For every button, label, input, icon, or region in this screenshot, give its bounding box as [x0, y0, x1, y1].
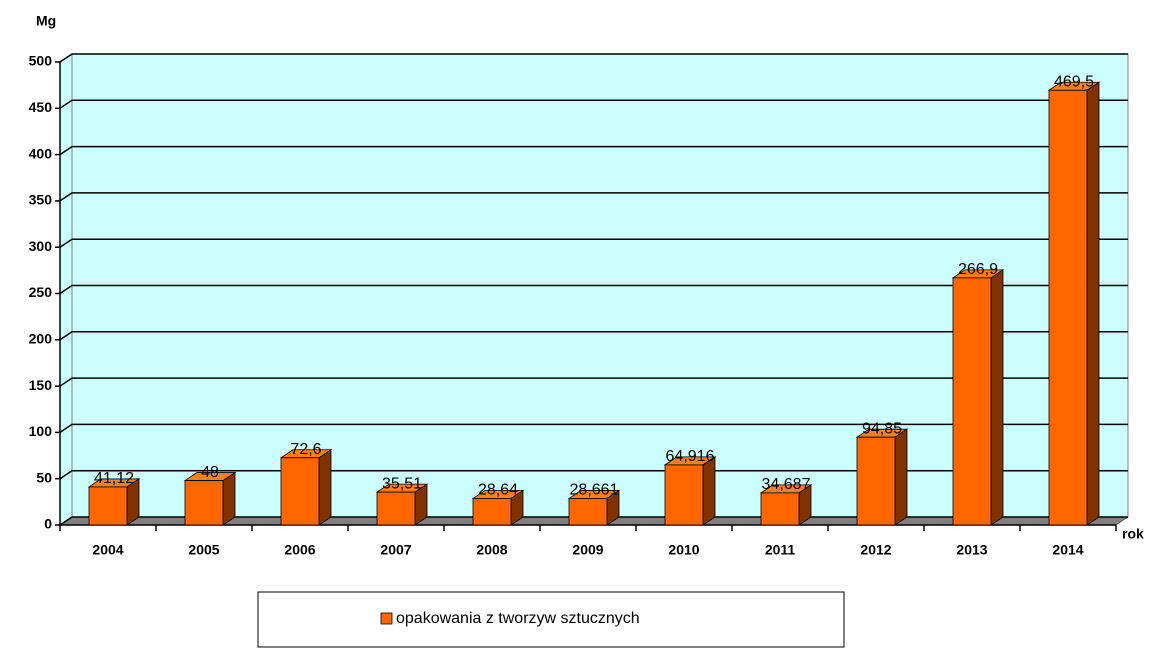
data-label: 34,687: [762, 476, 811, 493]
x-tick-label: 2007: [380, 542, 411, 558]
bar-front: [184, 480, 224, 526]
grid-line: [59, 145, 1128, 156]
data-label: 48: [201, 464, 219, 481]
y-tick-label: 350: [29, 192, 53, 208]
grid-line: [59, 192, 1128, 202]
y-tick-label: 150: [29, 377, 53, 393]
grid-line: [59, 238, 1128, 248]
bar-side: [222, 471, 236, 526]
grid-line: [59, 331, 1128, 341]
grid-line: [59, 284, 1128, 295]
data-label: 266,9: [958, 261, 998, 278]
bar: [87, 478, 141, 526]
x-tick-label: 2005: [188, 542, 219, 558]
data-label: 469,5: [1054, 73, 1094, 90]
bar-front: [88, 486, 128, 526]
y-tick-label: 100: [29, 423, 53, 439]
x-tick-label: 2009: [572, 542, 603, 558]
y-tick-label: 500: [29, 53, 53, 69]
legend-label: opakowania z tworzyw sztucznych: [396, 610, 640, 627]
legend-box: [257, 591, 845, 648]
grid-line: [59, 99, 1128, 109]
bar-front: [280, 457, 320, 526]
data-label: 94,85: [862, 420, 902, 437]
x-tick-label: 2008: [476, 542, 507, 558]
x-tick-label: 2013: [956, 542, 987, 558]
y-tick-label: 50: [36, 469, 52, 485]
data-label: 72,6: [290, 441, 321, 458]
bar-front: [1048, 89, 1088, 526]
y-tick-label: 200: [29, 331, 53, 347]
data-label: 28,64: [478, 482, 518, 499]
data-label: 41,12: [94, 470, 134, 487]
x-tick-label: 2006: [284, 542, 315, 558]
bar-side: [894, 428, 908, 526]
grid-line: [59, 469, 1128, 480]
bar-front: [472, 498, 512, 526]
x-axis-title: rok: [1122, 526, 1144, 542]
legend-swatch: [380, 612, 393, 625]
x-tick-label: 2010: [668, 542, 699, 558]
x-tick-label: 2012: [860, 542, 891, 558]
data-label: 35,51: [382, 475, 422, 492]
bar-front: [376, 491, 416, 526]
y-tick-label: 0: [44, 516, 52, 532]
bar-front: [760, 492, 800, 526]
data-label: 64,916: [666, 448, 715, 465]
grid-line: [59, 53, 1128, 63]
data-label: 28,661: [570, 482, 619, 499]
x-tick-label: 2004: [92, 542, 123, 558]
x-tick-label: 2014: [1052, 542, 1083, 558]
bar-side: [318, 449, 332, 526]
bar-front: [952, 277, 992, 526]
bar: [183, 471, 237, 526]
bar-side: [1086, 81, 1100, 526]
y-tick-label: 300: [29, 238, 53, 254]
y-tick-label: 400: [29, 145, 53, 161]
bar-side: [702, 456, 716, 526]
bar: [663, 456, 717, 526]
bar: [759, 484, 813, 526]
x-tick-label: 2011: [765, 542, 796, 558]
bar-side: [990, 269, 1004, 526]
bar-front: [568, 498, 608, 526]
bar-front: [856, 436, 896, 526]
bar: [855, 428, 909, 526]
bar: [375, 483, 429, 526]
y-tick-label: 450: [29, 99, 53, 115]
bar: [471, 489, 525, 526]
y-axis-title: Mg: [36, 13, 56, 29]
grid-line: [59, 423, 1128, 434]
bar: [951, 269, 1005, 526]
y-tick-label: 250: [29, 284, 53, 300]
bar: [279, 449, 333, 526]
bar-front: [664, 464, 704, 526]
bar: [1047, 81, 1101, 526]
bar: [567, 489, 621, 526]
grid-line: [59, 377, 1128, 387]
